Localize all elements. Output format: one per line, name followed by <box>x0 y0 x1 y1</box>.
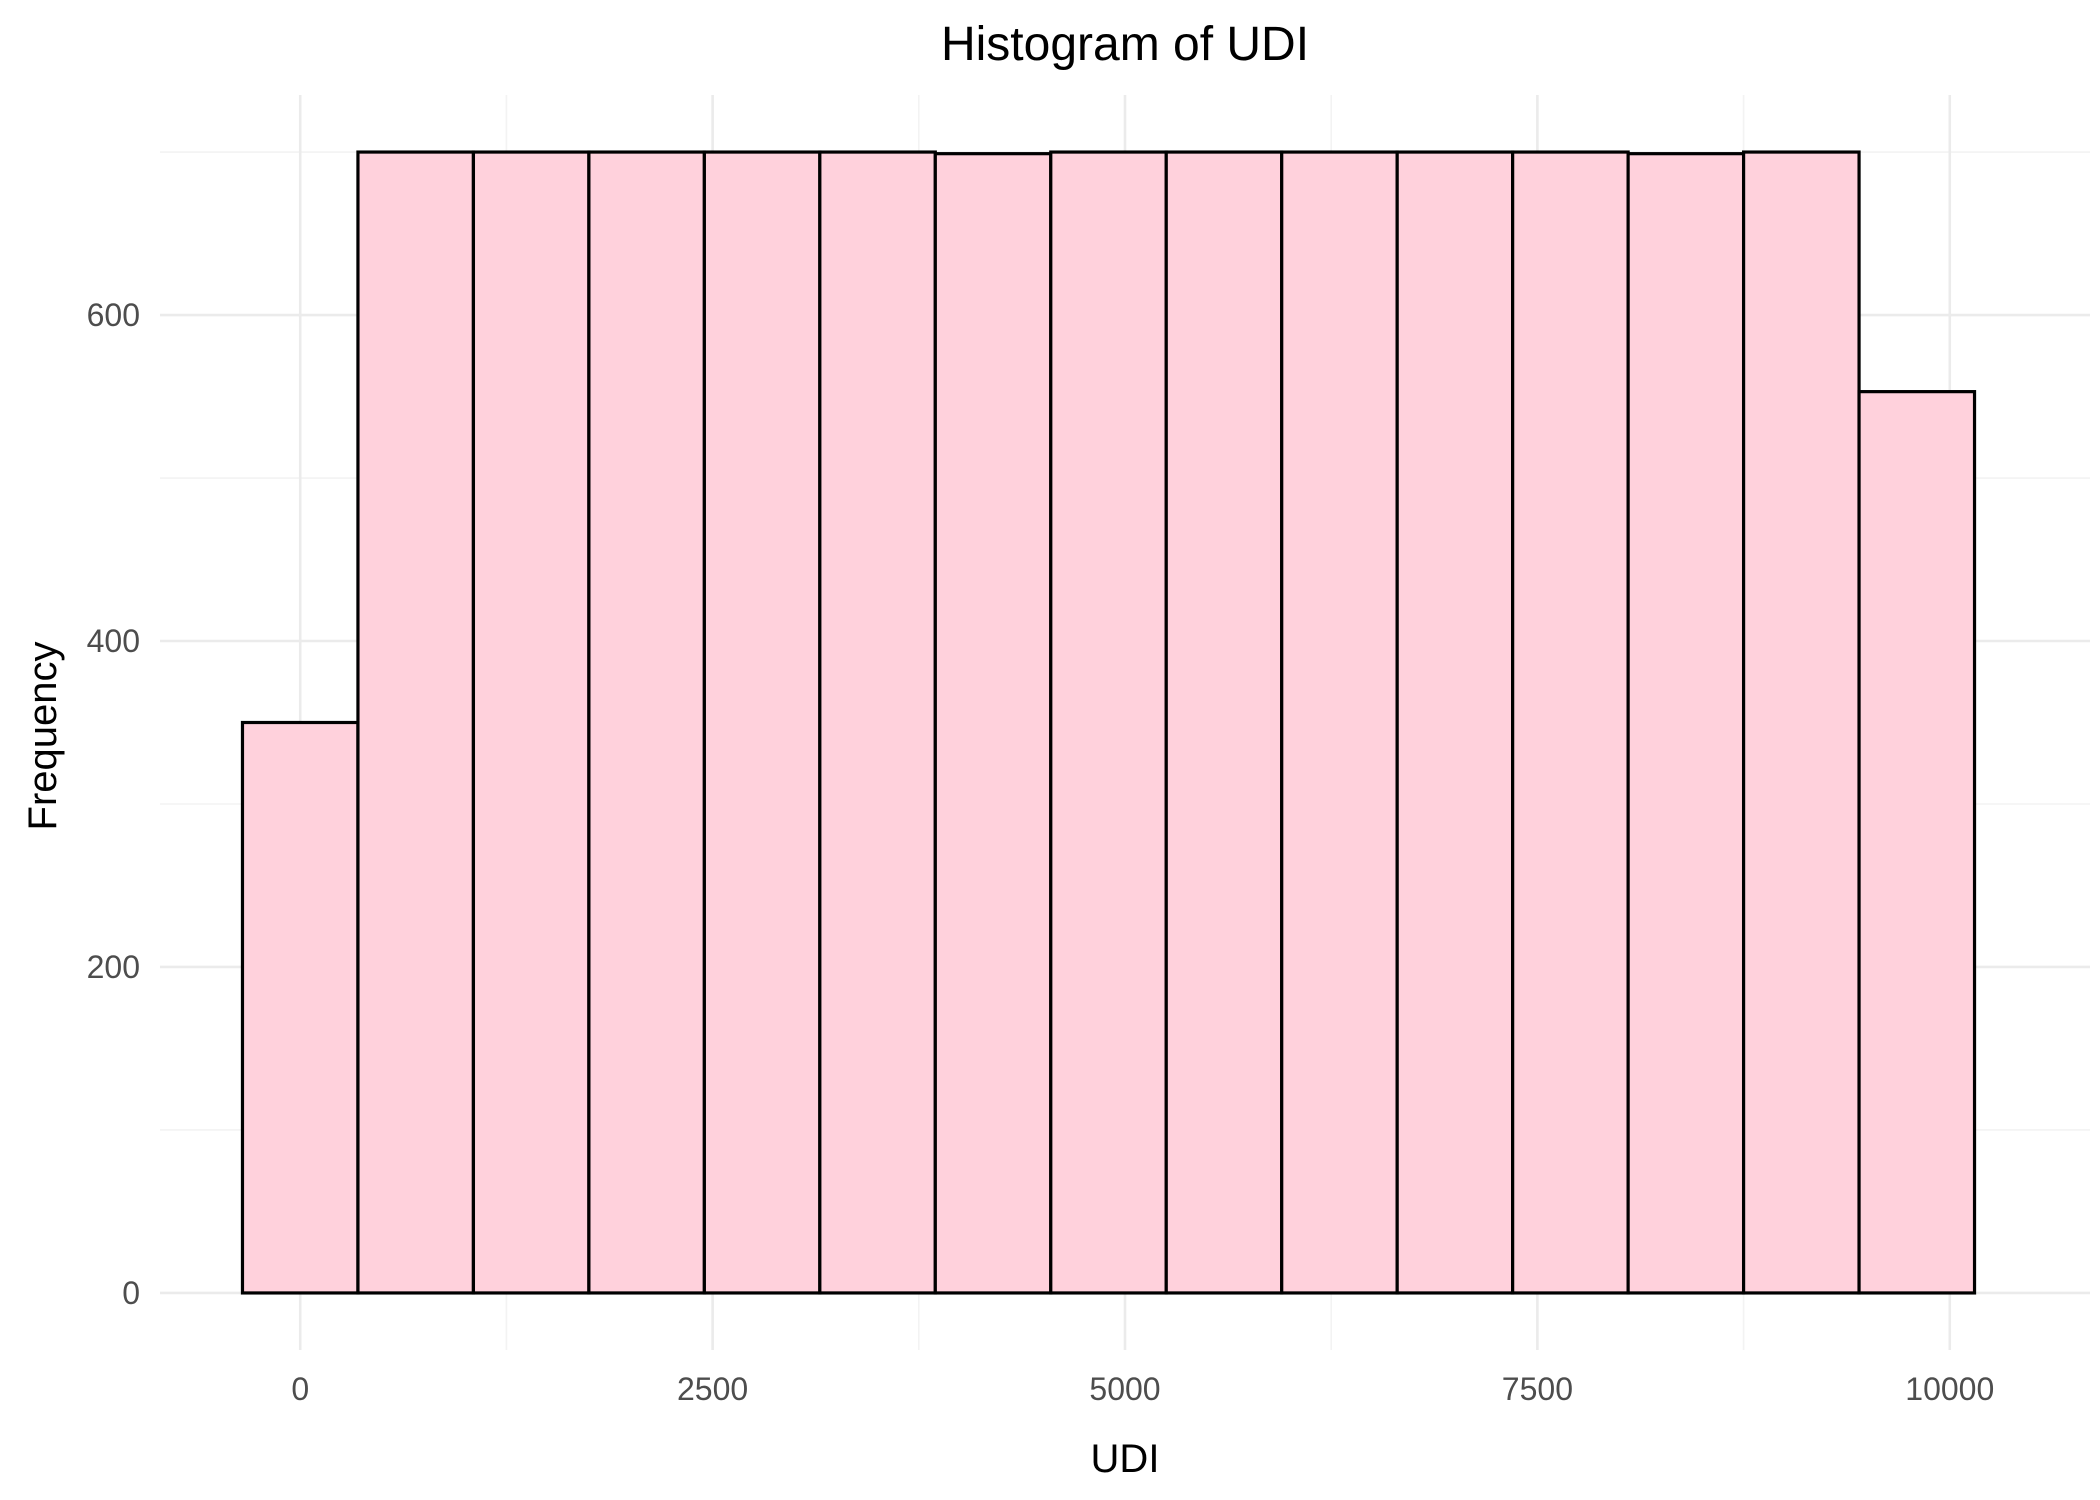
histogram-bar-13 <box>1626 152 1746 1295</box>
y-axis-title: Frequency <box>21 642 65 831</box>
histogram-bar-10 <box>1280 150 1399 1295</box>
histogram-bar-15 <box>1857 390 1977 1295</box>
histogram-bar-7 <box>933 152 1053 1295</box>
histogram-bar-8 <box>1049 150 1168 1295</box>
x-tick-label: 2500 <box>677 1371 748 1407</box>
x-tick-label: 5000 <box>1089 1371 1160 1407</box>
histogram-bar-11 <box>1395 150 1515 1295</box>
x-tick-label: 10000 <box>1905 1371 1994 1407</box>
x-axis-tick-labels: 0 2500 5000 7500 10000 <box>291 1371 1994 1407</box>
histogram-bar-12 <box>1511 150 1630 1295</box>
x-tick-label: 0 <box>291 1371 309 1407</box>
histogram-bar-9 <box>1164 150 1284 1295</box>
x-tick-label: 7500 <box>1502 1371 1573 1407</box>
y-tick-label: 400 <box>87 623 140 659</box>
histogram-bar-2 <box>356 150 476 1295</box>
y-tick-label: 200 <box>87 949 140 985</box>
y-tick-label: 600 <box>87 297 140 333</box>
histogram-bar-1 <box>240 720 360 1295</box>
histogram-bar-6 <box>818 150 937 1295</box>
chart-title: Histogram of UDI <box>941 18 1309 71</box>
y-axis-tick-labels: 0 200 400 600 <box>87 297 140 1311</box>
histogram-bar-14 <box>1741 150 1861 1295</box>
histogram-bars <box>240 150 1977 1295</box>
y-tick-label: 0 <box>122 1275 140 1311</box>
x-axis-title: UDI <box>1091 1437 1160 1481</box>
histogram-bar-5 <box>702 150 822 1295</box>
histogram-bar-4 <box>587 150 706 1295</box>
histogram-bar-3 <box>471 150 591 1295</box>
